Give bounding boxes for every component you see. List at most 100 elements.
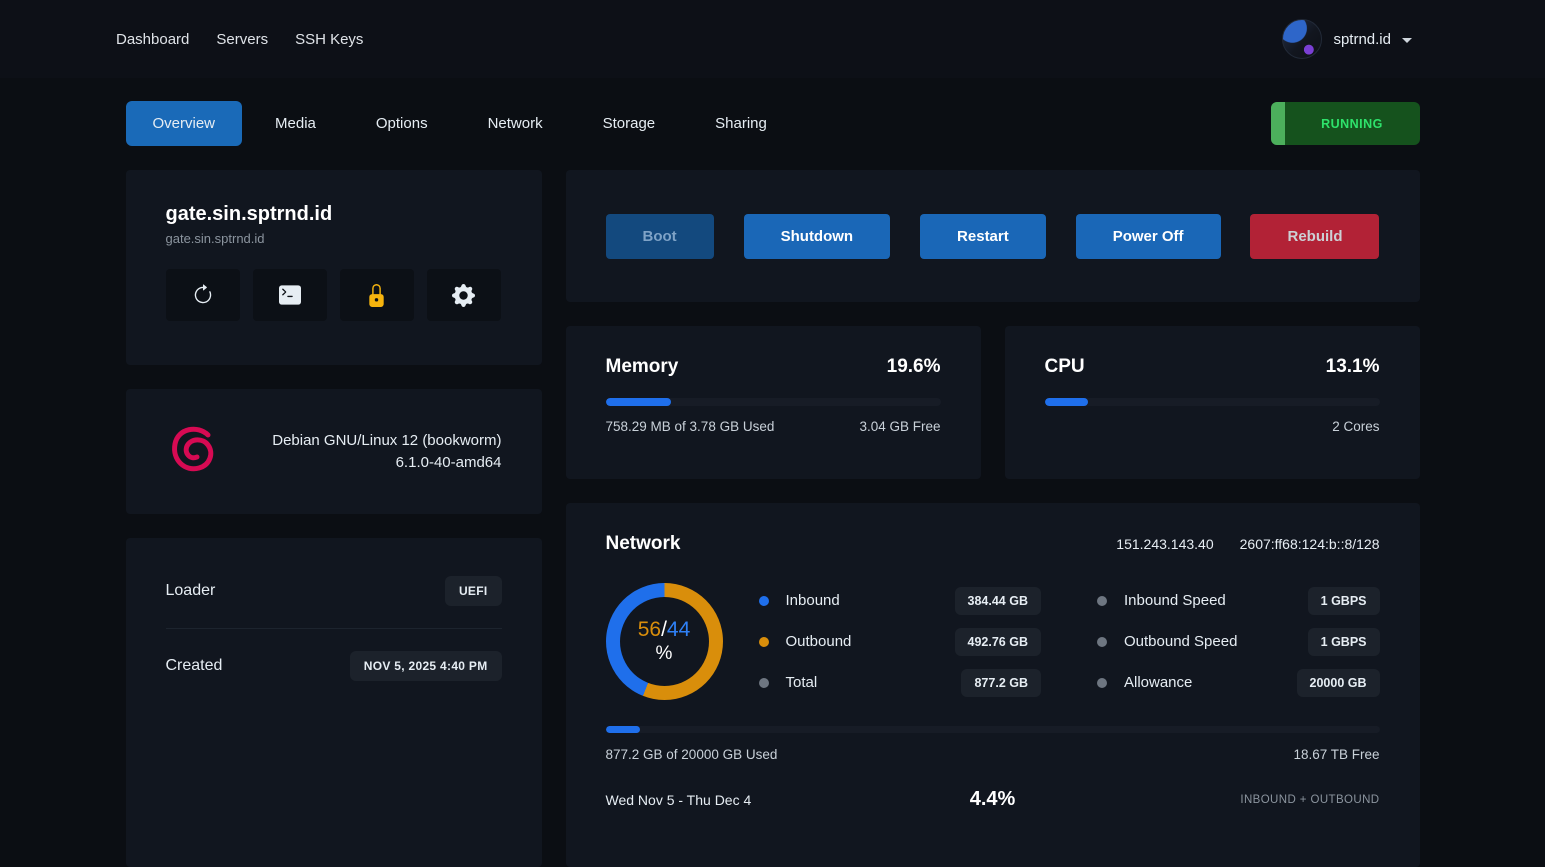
lock-icon [365,283,388,307]
server-card: gate.sin.sptrnd.id gate.sin.sptrnd.id [125,170,542,365]
username: sptrnd.id [1333,30,1391,48]
memory-free: 3.04 GB Free [859,419,941,434]
status-badge: RUNNING [1270,102,1420,145]
inbound-speed-badge: 1 GBPS [1307,586,1380,615]
os-kernel: 6.1.0-40-amd64 [395,453,502,471]
restart-button[interactable] [165,269,240,321]
donut-unit: % [655,643,673,664]
os-name: Debian GNU/Linux 12 (bookworm) [272,431,502,449]
ipv4-address: 151.243.143.40 [1116,536,1214,552]
bandwidth-progress-track [605,726,1380,733]
created-row: Created NOV 5, 2025 4:40 PM [166,651,502,681]
cpu-progress-track [1044,398,1380,406]
bandwidth-free: 18.67 TB Free [1293,747,1380,762]
allowance-badge: 20000 GB [1296,668,1380,697]
nav-link-servers[interactable]: Servers [216,30,269,48]
memory-card: Memory 19.6% 758.29 MB of 3.78 GB Used 3… [565,326,981,479]
user-menu[interactable]: sptrnd.id [1282,19,1412,59]
cpu-card: CPU 13.1% 2 Cores [1004,326,1420,479]
memory-percent: 19.6% [886,356,941,377]
usage-row: Memory 19.6% 758.29 MB of 3.78 GB Used 3… [565,326,1420,479]
cpu-title: CPU [1044,356,1085,377]
restart-button[interactable]: Restart [920,213,1046,259]
debian-logo-icon [166,422,220,481]
total-value-badge: 877.2 GB [961,668,1041,697]
settings-button[interactable] [426,269,501,321]
ipv6-address: 2607:ff68:124:b::8/128 [1239,536,1380,552]
memory-progress-fill [605,398,672,406]
stat-total: Total 877.2 GB [758,667,1041,699]
outbound-dot-icon [758,636,769,647]
power-off-button[interactable]: Power Off [1075,213,1221,259]
restart-icon [192,284,214,306]
network-donut-ring: 56/44 % [605,583,723,700]
stat-allowance: Allowance 20000 GB [1097,667,1380,699]
lock-button[interactable] [339,269,414,321]
bandwidth-percent: 4.4% [969,788,1016,810]
outbound-speed-dot-icon [1097,636,1107,647]
donut-inbound-pct: 44 [666,618,691,641]
created-label: Created [165,657,223,674]
status-badge-label: RUNNING [1321,116,1383,131]
shutdown-button[interactable]: Shutdown [743,213,891,259]
status-badge-stripe [1270,102,1285,145]
bandwidth-progress-fill [605,726,640,733]
os-card: Debian GNU/Linux 12 (bookworm) 6.1.0-40-… [125,389,542,514]
server-hostname: gate.sin.sptrnd.id [165,231,265,246]
server-title: gate.sin.sptrnd.id [165,203,333,225]
tab-overview[interactable]: Overview [125,101,243,146]
memory-title: Memory [605,356,679,377]
created-value-badge: NOV 5, 2025 4:40 PM [349,651,502,681]
tab-media[interactable]: Media [248,101,343,146]
power-actions-card: Boot Shutdown Restart Power Off Rebuild [565,170,1420,302]
tab-network[interactable]: Network [461,101,570,146]
stat-outbound: Outbound 492.76 GB [758,626,1041,658]
loader-label: Loader [165,582,216,599]
network-donut-center: 56/44 % [619,597,709,686]
network-addresses: 151.243.143.40 2607:ff68:124:b::8/128 [1116,536,1379,552]
chevron-down-icon [1402,37,1412,43]
stat-outbound-speed: Outbound Speed 1 GBPS [1097,626,1380,658]
inbound-speed-dot-icon [1097,595,1107,606]
network-stats-right: Inbound Speed 1 GBPS Outbound Speed 1 GB… [1097,585,1380,699]
loader-value-badge: UEFI [444,576,502,606]
cpu-cores: 2 Cores [1332,419,1380,434]
tab-bar: Overview Media Options Network Storage S… [125,101,1420,146]
outbound-speed-badge: 1 GBPS [1307,627,1380,656]
avatar [1282,19,1323,59]
allowance-dot-icon [1097,677,1107,688]
total-dot-icon [758,677,769,688]
boot-button[interactable]: Boot [605,213,714,259]
inbound-dot-icon [758,595,769,606]
tab-options[interactable]: Options [349,101,455,146]
top-navbar: Dashboard Servers SSH Keys sptrnd.id [0,0,1545,78]
terminal-button[interactable] [252,269,327,321]
nav-link-ssh-keys[interactable]: SSH Keys [295,30,364,48]
left-column: gate.sin.sptrnd.id gate.sin.sptrnd.id [125,170,542,867]
gear-icon [452,283,475,307]
terminal-icon [278,284,301,306]
memory-used: 758.29 MB of 3.78 GB Used [605,419,775,434]
tabs: Overview Media Options Network Storage S… [125,101,794,146]
nav-link-dashboard[interactable]: Dashboard [116,30,190,48]
memory-progress-track [605,398,941,406]
bandwidth-used: 877.2 GB of 20000 GB Used [605,747,778,762]
main-content: Overview Media Options Network Storage S… [125,101,1420,867]
rebuild-button[interactable]: Rebuild [1250,213,1380,259]
outbound-value-badge: 492.76 GB [954,627,1041,656]
nav-links: Dashboard Servers SSH Keys [116,31,363,48]
donut-outbound-pct: 56 [637,618,662,641]
cpu-progress-fill [1044,398,1089,406]
billing-period: Wed Nov 5 - Thu Dec 4 [605,791,752,808]
network-stats-left: Inbound 384.44 GB Outbound 492.76 GB Tot… [758,585,1041,699]
stat-inbound-speed: Inbound Speed 1 GBPS [1097,585,1380,617]
tab-sharing[interactable]: Sharing [688,101,794,146]
loader-row: Loader UEFI [166,576,502,606]
right-column: Boot Shutdown Restart Power Off Rebuild … [565,170,1420,867]
os-info: Debian GNU/Linux 12 (bookworm) 6.1.0-40-… [272,430,501,474]
bandwidth-note: INBOUND + OUTBOUND [1240,793,1380,806]
cpu-percent: 13.1% [1325,356,1380,377]
stat-inbound: Inbound 384.44 GB [758,585,1041,617]
server-icon-row [165,269,502,321]
tab-storage[interactable]: Storage [576,101,683,146]
